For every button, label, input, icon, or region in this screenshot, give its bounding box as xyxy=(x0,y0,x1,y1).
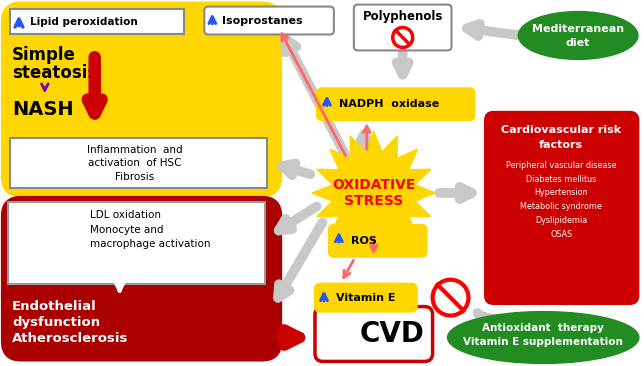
Bar xyxy=(8,202,265,284)
Text: activation  of HSC: activation of HSC xyxy=(88,158,182,168)
Bar xyxy=(10,138,267,188)
Text: NADPH  oxidase: NADPH oxidase xyxy=(339,99,439,109)
Text: Polyphenols: Polyphenols xyxy=(363,10,443,23)
Text: Lipid peroxidation: Lipid peroxidation xyxy=(30,16,138,26)
FancyBboxPatch shape xyxy=(486,112,638,304)
Text: Vitamin E supplementation: Vitamin E supplementation xyxy=(463,337,623,347)
Text: Cardiovascular risk: Cardiovascular risk xyxy=(501,125,621,135)
Text: Endothelial: Endothelial xyxy=(12,300,97,313)
Text: OXIDATIVE: OXIDATIVE xyxy=(332,178,415,192)
Text: NASH: NASH xyxy=(12,100,73,119)
Text: ROS: ROS xyxy=(351,236,377,246)
Text: Hypertension: Hypertension xyxy=(535,188,588,198)
Text: Inflammation  and: Inflammation and xyxy=(87,145,182,155)
Text: Peripheral vascular disease: Peripheral vascular disease xyxy=(506,161,616,169)
Text: Simple: Simple xyxy=(12,46,76,64)
Text: Metabolic syndrome: Metabolic syndrome xyxy=(520,202,602,212)
Text: Fibrosis: Fibrosis xyxy=(115,172,154,182)
Text: macrophage activation: macrophage activation xyxy=(90,239,210,249)
Text: Mediterranean: Mediterranean xyxy=(532,23,624,34)
Text: CVD: CVD xyxy=(359,320,424,347)
Text: diet: diet xyxy=(566,38,591,48)
Text: STRESS: STRESS xyxy=(344,194,403,208)
FancyBboxPatch shape xyxy=(315,307,433,361)
Text: Antioxidant  therapy: Antioxidant therapy xyxy=(482,322,604,333)
Text: factors: factors xyxy=(539,140,583,150)
Text: Vitamin E: Vitamin E xyxy=(336,293,395,303)
Text: Dyslipidemia: Dyslipidemia xyxy=(535,216,587,225)
Polygon shape xyxy=(312,131,435,255)
FancyBboxPatch shape xyxy=(204,7,334,34)
Text: dysfunction: dysfunction xyxy=(12,315,100,329)
FancyBboxPatch shape xyxy=(3,198,280,359)
FancyBboxPatch shape xyxy=(329,225,426,257)
Text: OSAS: OSAS xyxy=(550,230,573,239)
Text: steatosis: steatosis xyxy=(12,64,97,82)
Text: Diabetes mellitus: Diabetes mellitus xyxy=(526,175,596,183)
Ellipse shape xyxy=(518,12,638,59)
FancyBboxPatch shape xyxy=(317,88,475,120)
Ellipse shape xyxy=(448,311,639,363)
FancyBboxPatch shape xyxy=(3,4,280,195)
Text: LDL oxidation: LDL oxidation xyxy=(90,210,161,220)
Text: Isoprostanes: Isoprostanes xyxy=(222,15,303,26)
Text: Monocyte and: Monocyte and xyxy=(90,225,163,235)
Text: Atherosclerosis: Atherosclerosis xyxy=(12,332,128,344)
FancyBboxPatch shape xyxy=(315,284,417,311)
Bar xyxy=(10,8,184,34)
FancyBboxPatch shape xyxy=(354,5,451,51)
